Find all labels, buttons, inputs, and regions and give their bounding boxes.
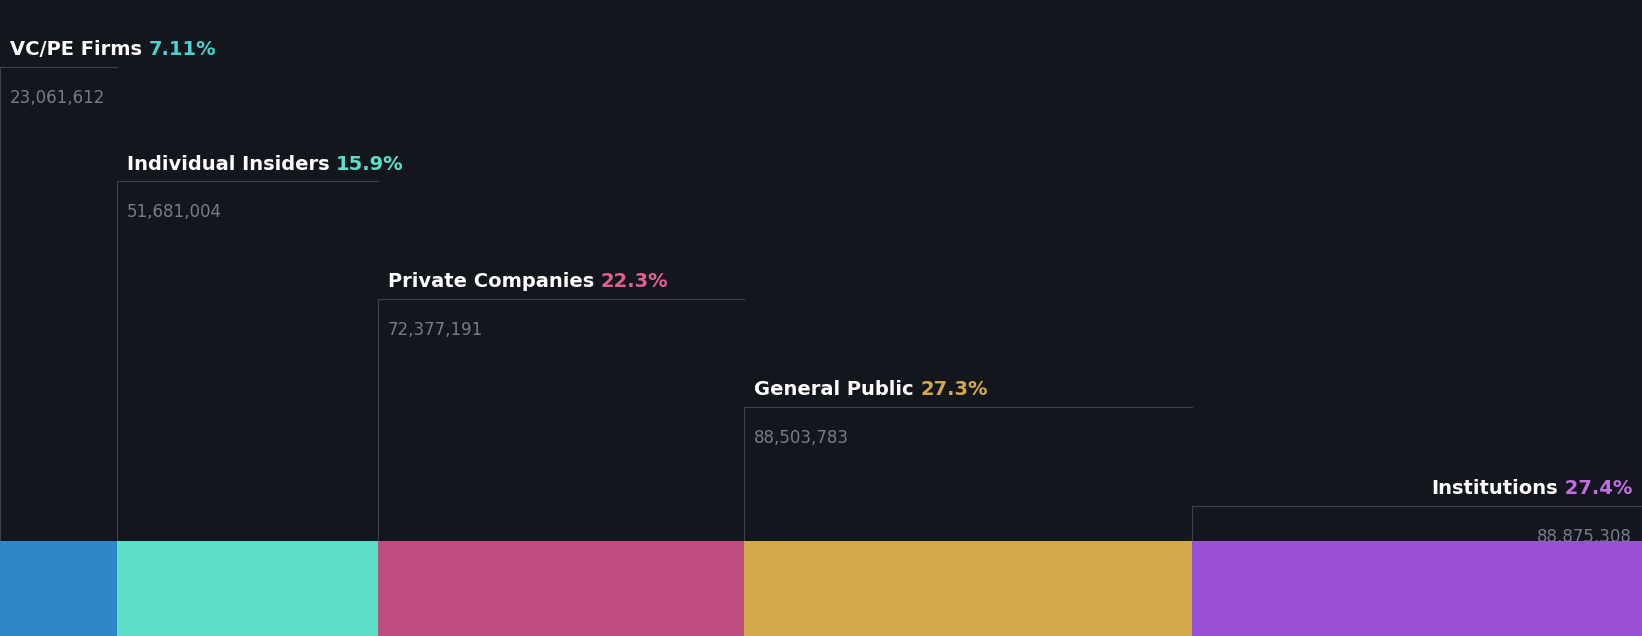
Text: 23,061,612: 23,061,612	[10, 89, 105, 107]
Text: 15.9%: 15.9%	[337, 155, 404, 174]
Text: VC/PE Firms: VC/PE Firms	[10, 40, 149, 59]
Bar	[744, 541, 1192, 636]
Text: 51,681,004: 51,681,004	[126, 204, 222, 221]
Bar	[1192, 541, 1642, 636]
Text: 72,377,191: 72,377,191	[388, 321, 483, 339]
Text: General Public: General Public	[754, 380, 920, 399]
Text: 88,875,308: 88,875,308	[1537, 528, 1632, 546]
Bar	[0, 541, 117, 636]
Text: 27.3%: 27.3%	[920, 380, 987, 399]
Text: 7.11%: 7.11%	[149, 40, 217, 59]
Bar	[117, 541, 378, 636]
Text: 22.3%: 22.3%	[601, 272, 668, 291]
Text: 27.4%: 27.4%	[1558, 479, 1632, 498]
Text: Institutions: Institutions	[1432, 479, 1558, 498]
Text: Individual Insiders: Individual Insiders	[126, 155, 337, 174]
Bar	[378, 541, 744, 636]
Text: Private Companies: Private Companies	[388, 272, 601, 291]
Text: 88,503,783: 88,503,783	[754, 429, 849, 447]
